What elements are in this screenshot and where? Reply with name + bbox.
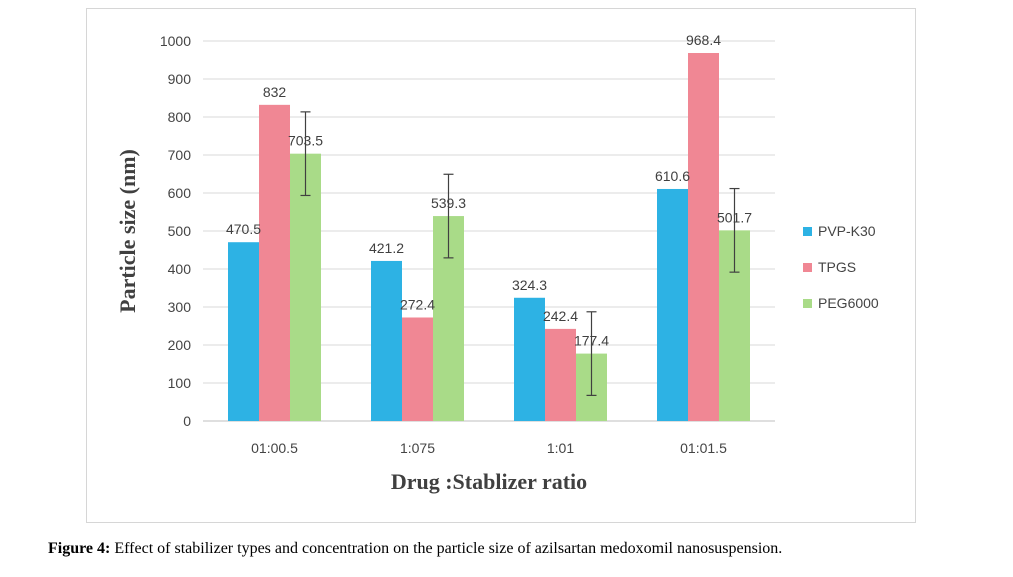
legend-label: TPGS [818, 259, 856, 275]
y-tick-label: 900 [168, 71, 192, 87]
legend-swatch [803, 227, 812, 236]
data-label: 242.4 [543, 308, 578, 324]
bar [514, 297, 545, 421]
y-tick-label: 200 [168, 337, 192, 353]
data-label: 832 [263, 84, 287, 100]
y-tick-label: 600 [168, 185, 192, 201]
data-label: 539.3 [431, 195, 466, 211]
x-tick-label: 1:075 [400, 440, 435, 456]
legend-label: PVP-K30 [818, 223, 876, 239]
x-tick-label: 01:00.5 [251, 440, 298, 456]
y-tick-label: 500 [168, 223, 192, 239]
y-tick-labels: 0 100 200 300 400 500 600 700 800 900 1000 [160, 33, 191, 429]
chart-frame: 0 100 200 300 400 500 600 700 800 900 1000 470.5 83… [86, 8, 916, 523]
data-label: 324.3 [512, 277, 547, 293]
data-label: 501.7 [717, 209, 752, 225]
bar [688, 53, 719, 422]
bar-chart: 0 100 200 300 400 500 600 700 800 900 1000 470.5 83… [115, 32, 879, 494]
y-tick-label: 800 [168, 109, 192, 125]
bar [259, 104, 290, 421]
error-bars [300, 111, 740, 396]
y-tick-label: 700 [168, 147, 192, 163]
bar [402, 317, 433, 421]
y-tick-label: 0 [183, 413, 191, 429]
y-tick-label: 400 [168, 261, 192, 277]
data-label: 272.4 [400, 296, 435, 312]
bar [290, 153, 321, 422]
data-label: 610.6 [655, 168, 690, 184]
data-label: 177.4 [574, 333, 609, 349]
x-axis-title: Drug :Stablizer ratio [391, 469, 587, 494]
y-axis-title: Particle size (nm) [115, 149, 140, 313]
figure-caption: Figure 4: Effect of stabilizer types and… [48, 540, 782, 558]
data-label: 421.2 [369, 240, 404, 256]
bar [228, 242, 259, 421]
data-label: 968.4 [686, 32, 721, 48]
bar [371, 260, 402, 421]
x-tick-labels: 01:00.5 1:075 1:01 01:01.5 [251, 440, 727, 456]
legend-label: PEG6000 [818, 295, 879, 311]
data-label: 703.5 [288, 133, 323, 149]
figure-caption-label: Figure 4: [48, 540, 111, 557]
x-tick-label: 01:01.5 [680, 440, 727, 456]
legend: PVP-K30 TPGS PEG6000 [803, 223, 879, 311]
figure-caption-text: Effect of stabilizer types and concentra… [110, 540, 783, 557]
data-label: 470.5 [226, 221, 261, 237]
legend-swatch [803, 263, 812, 272]
data-labels: 470.5 832 703.5 421.2 272.4 539.3 324.3 242.4 17… [226, 32, 752, 349]
bar [657, 188, 688, 421]
y-tick-label: 100 [168, 375, 192, 391]
y-tick-label: 1000 [160, 33, 191, 49]
legend-swatch [803, 299, 812, 308]
y-tick-label: 300 [168, 299, 192, 315]
x-tick-label: 1:01 [547, 440, 574, 456]
bar [545, 328, 576, 421]
bars [228, 53, 750, 422]
